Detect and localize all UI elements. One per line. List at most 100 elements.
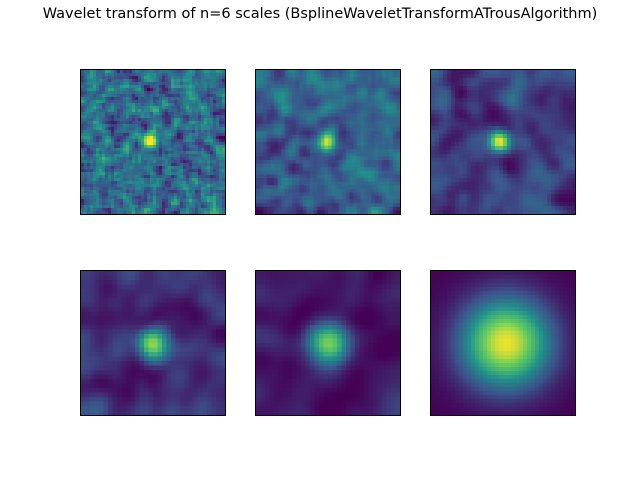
heatmap-cell bbox=[435, 190, 440, 195]
heatmap-cell bbox=[324, 210, 329, 214]
heatmap-cell bbox=[108, 70, 112, 74]
heatmap-cell bbox=[189, 127, 193, 131]
heatmap-cell bbox=[259, 88, 264, 92]
heatmap-cell bbox=[87, 160, 91, 164]
wavelet-scale-2-heatmap bbox=[256, 70, 400, 214]
heatmap-cell bbox=[431, 86, 436, 91]
heatmap-cell bbox=[156, 199, 160, 203]
heatmap-cell bbox=[295, 70, 300, 74]
heatmap-cell bbox=[531, 86, 536, 91]
heatmap-cell bbox=[129, 118, 133, 122]
heatmap-cell bbox=[367, 134, 372, 139]
heatmap-cell bbox=[153, 136, 157, 140]
heatmap-cell bbox=[129, 205, 133, 209]
heatmap-cell bbox=[266, 98, 271, 103]
heatmap-cell bbox=[171, 211, 175, 214]
heatmap-cell bbox=[539, 182, 544, 187]
heatmap-cell bbox=[168, 202, 172, 206]
heatmap-cell bbox=[99, 130, 103, 134]
heatmap-cell bbox=[222, 97, 225, 101]
heatmap-cell bbox=[204, 91, 208, 95]
heatmap-cell bbox=[274, 163, 278, 168]
heatmap-cell bbox=[274, 84, 278, 89]
heatmap-cell bbox=[313, 188, 318, 193]
heatmap-cell bbox=[374, 91, 379, 96]
heatmap-cell bbox=[356, 77, 361, 82]
heatmap-cell bbox=[93, 79, 97, 83]
heatmap-cell bbox=[523, 82, 528, 87]
heatmap-cell bbox=[328, 174, 332, 179]
heatmap-cell bbox=[396, 116, 400, 121]
heatmap-cell bbox=[328, 106, 332, 110]
heatmap-cell bbox=[543, 142, 548, 147]
heatmap-cell bbox=[396, 206, 400, 211]
heatmap-cell bbox=[346, 95, 350, 100]
heatmap-cell bbox=[389, 206, 394, 211]
heatmap-cell bbox=[156, 181, 160, 185]
heatmap-cell bbox=[256, 199, 260, 204]
heatmap-cell bbox=[467, 110, 472, 115]
heatmap-cell bbox=[284, 106, 289, 110]
heatmap-cell bbox=[93, 208, 97, 212]
heatmap-cell bbox=[186, 199, 190, 203]
heatmap-cell bbox=[567, 158, 572, 163]
heatmap-cell bbox=[111, 193, 115, 197]
heatmap-cell bbox=[443, 122, 448, 127]
heatmap-cell bbox=[463, 78, 468, 83]
heatmap-cell bbox=[84, 112, 88, 116]
heatmap-cell bbox=[153, 142, 157, 146]
heatmap-cell bbox=[356, 84, 361, 89]
heatmap-cell bbox=[120, 121, 124, 125]
heatmap-cell bbox=[284, 156, 289, 161]
heatmap-cell bbox=[382, 170, 386, 175]
heatmap-cell bbox=[156, 79, 160, 83]
heatmap-cell bbox=[349, 142, 354, 146]
heatmap-cell bbox=[281, 167, 286, 172]
heatmap-cell bbox=[459, 78, 464, 83]
heatmap-cell bbox=[535, 138, 540, 143]
heatmap-cell bbox=[346, 116, 350, 121]
heatmap-cell bbox=[535, 114, 540, 119]
heatmap-cell bbox=[295, 203, 300, 208]
heatmap-cell bbox=[174, 148, 178, 152]
heatmap-cell bbox=[99, 160, 103, 164]
heatmap-cell bbox=[447, 106, 452, 111]
heatmap-cell bbox=[385, 199, 390, 204]
heatmap-cell bbox=[292, 163, 296, 168]
heatmap-cell bbox=[147, 139, 151, 143]
heatmap-cell bbox=[165, 193, 169, 197]
heatmap-cell bbox=[144, 160, 148, 164]
heatmap-cell bbox=[547, 98, 552, 103]
heatmap-cell bbox=[567, 174, 572, 179]
heatmap-cell bbox=[174, 70, 178, 74]
heatmap-cell bbox=[213, 85, 217, 89]
heatmap-cell bbox=[356, 98, 361, 103]
heatmap-cell bbox=[219, 121, 223, 125]
heatmap-cell bbox=[349, 84, 354, 89]
heatmap-cell bbox=[256, 134, 260, 139]
heatmap-cell bbox=[519, 142, 524, 147]
heatmap-cell bbox=[563, 94, 568, 99]
heatmap-cell bbox=[174, 76, 178, 80]
heatmap-cell bbox=[443, 106, 448, 111]
heatmap-cell bbox=[99, 76, 103, 80]
heatmap-cell bbox=[451, 190, 456, 195]
heatmap-cell bbox=[87, 208, 91, 212]
heatmap-cell bbox=[277, 73, 282, 78]
heatmap-cell bbox=[382, 98, 386, 103]
heatmap-cell bbox=[207, 121, 211, 125]
heatmap-cell bbox=[371, 91, 376, 96]
heatmap-cell bbox=[195, 196, 199, 200]
heatmap-cell bbox=[204, 196, 208, 200]
heatmap-cell bbox=[353, 170, 358, 175]
heatmap-cell bbox=[129, 160, 133, 164]
heatmap-cell bbox=[102, 184, 106, 188]
heatmap-cell bbox=[216, 139, 220, 143]
heatmap-cell bbox=[274, 73, 278, 78]
heatmap-cell bbox=[559, 110, 564, 115]
heatmap-cell bbox=[324, 145, 329, 150]
heatmap-cell bbox=[396, 160, 400, 164]
heatmap-cell bbox=[392, 98, 397, 103]
heatmap-cell bbox=[204, 79, 208, 83]
heatmap-cell bbox=[96, 205, 100, 209]
